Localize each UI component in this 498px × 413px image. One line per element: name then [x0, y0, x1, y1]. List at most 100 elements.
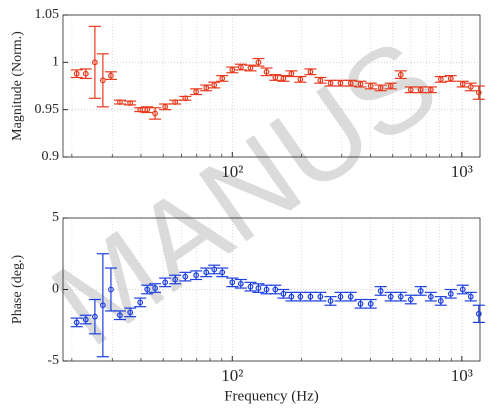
data-point: [263, 68, 270, 75]
y-tick-label: 5: [52, 210, 59, 225]
y-tick-label: 1.05: [35, 7, 60, 22]
data-point: [327, 80, 334, 87]
data-point: [387, 293, 394, 300]
data-point: [203, 269, 210, 276]
data-point: [337, 80, 344, 87]
data-point: [82, 70, 89, 77]
x-tick-label: 10³: [451, 366, 473, 385]
data-point: [137, 299, 144, 306]
x-tick-label: 10²: [221, 162, 243, 181]
data-point: [162, 103, 169, 110]
x-tick-label: 10³: [451, 162, 473, 181]
data-point: [475, 89, 482, 96]
data-point: [255, 59, 262, 66]
data-point: [417, 288, 424, 294]
y-tick-label: -5: [47, 353, 59, 368]
y-tick-label: 0: [52, 282, 59, 297]
data-point: [127, 100, 134, 106]
y-axis-label: Magnitude (Norm.): [10, 31, 25, 141]
data-point: [99, 302, 106, 309]
data-point: [237, 280, 244, 287]
y-tick-label: 1: [52, 55, 59, 70]
data-point: [280, 75, 287, 82]
y-tick-label: 0.95: [35, 102, 60, 117]
data-point: [467, 293, 474, 300]
data-point: [137, 106, 144, 113]
data-point: [377, 84, 384, 91]
data-point: [219, 269, 226, 276]
data-point: [82, 316, 89, 323]
data-point: [337, 293, 344, 300]
data-point: [162, 279, 169, 286]
data-point: [99, 77, 106, 84]
data-point: [377, 288, 384, 294]
data-point: [229, 67, 236, 73]
data-point: [459, 81, 466, 88]
data-point: [193, 272, 200, 279]
data-point: [367, 300, 374, 307]
data-point: [255, 285, 262, 291]
data-point: [108, 72, 114, 79]
data-point: [263, 286, 270, 293]
data-point: [297, 293, 304, 300]
data-point: [237, 64, 244, 70]
data-point: [288, 293, 295, 300]
data-point: [467, 84, 474, 90]
data-point: [317, 77, 324, 84]
data-point: [272, 74, 279, 81]
data-point: [347, 80, 354, 87]
data-point: [347, 293, 354, 300]
data-point: [211, 82, 218, 88]
data-point: [91, 59, 98, 66]
data-point: [288, 70, 295, 77]
data-point: [427, 86, 434, 93]
y-tick-label: 0.9: [42, 149, 60, 164]
data-point: [397, 71, 404, 78]
data-point: [229, 279, 236, 286]
data-point: [193, 88, 200, 95]
data-point: [108, 286, 114, 293]
data-point: [427, 293, 434, 300]
data-point: [397, 293, 404, 300]
data-point: [247, 65, 254, 71]
data-point: [475, 310, 482, 317]
data-point: [447, 290, 454, 297]
data-point: [407, 296, 414, 303]
data-point: [127, 309, 134, 316]
data-point: [447, 75, 454, 82]
data-point: [327, 298, 334, 304]
data-point: [172, 99, 179, 105]
data-point: [182, 273, 189, 280]
data-point: [172, 276, 179, 283]
data-point: [417, 86, 424, 93]
data-point: [182, 95, 189, 102]
data-point: [357, 81, 364, 88]
x-axis-label: Frequency (Hz): [224, 388, 319, 404]
data-point: [247, 283, 254, 290]
data-point: [117, 312, 123, 319]
data-point: [307, 293, 314, 300]
data-point: [219, 75, 226, 82]
data-point: [73, 319, 80, 326]
data-point: [211, 266, 218, 273]
y-axis-label: Phase (deg.): [10, 255, 25, 325]
data-point: [317, 293, 324, 300]
data-point: [152, 285, 159, 291]
x-tick-label: 10²: [221, 366, 243, 385]
data-point: [459, 286, 466, 293]
data-point: [152, 110, 159, 117]
data-point: [297, 76, 304, 83]
data-point: [73, 70, 80, 77]
data-point: [91, 313, 98, 320]
data-point: [357, 300, 364, 307]
data-point: [117, 99, 123, 105]
data-point: [437, 298, 444, 304]
data-point: [437, 76, 444, 83]
data-point: [280, 290, 287, 297]
data-point: [407, 86, 414, 93]
data-point: [144, 106, 151, 113]
data-point: [144, 286, 151, 293]
data-point: [307, 68, 314, 75]
data-point: [367, 83, 374, 89]
